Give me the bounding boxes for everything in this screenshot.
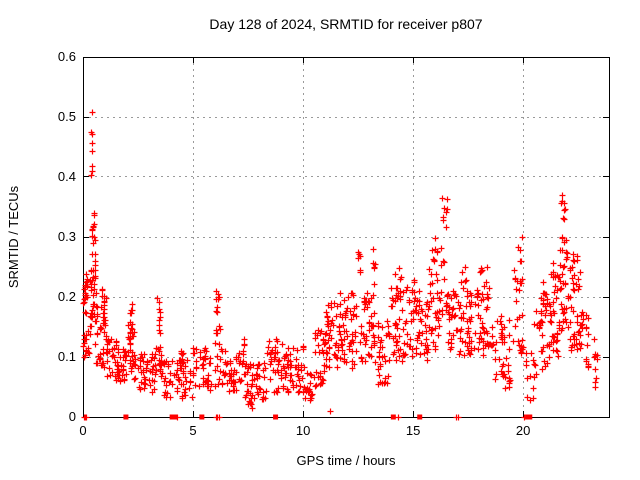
x-tick-label: 0 <box>79 423 87 438</box>
zero-square-marker <box>273 414 279 420</box>
y-tick-label: 0.6 <box>57 49 76 64</box>
y-tick-label: 0.4 <box>57 169 76 184</box>
y-tick-label: 0.3 <box>57 229 76 244</box>
y-tick-label: 0 <box>68 409 76 424</box>
zero-square-marker <box>417 414 423 420</box>
chart-title: Day 128 of 2024, SRMTID for receiver p80… <box>209 16 483 32</box>
x-tick-label: 10 <box>295 423 311 438</box>
zero-square-marker <box>390 414 396 420</box>
x-tick-label: 15 <box>405 423 421 438</box>
x-axis-label: GPS time / hours <box>296 453 396 468</box>
y-tick-label: 0.5 <box>57 109 76 124</box>
zero-square-marker <box>172 414 178 420</box>
zero-square-marker <box>199 414 205 420</box>
scatter-points <box>80 109 601 415</box>
zero-square-marker <box>169 414 175 420</box>
y-tick-label: 0.1 <box>57 349 76 364</box>
y-tick-label: 0.2 <box>57 289 76 304</box>
x-tick-label: 5 <box>189 423 197 438</box>
zero-square-marker <box>527 414 533 420</box>
zero-square-marker <box>123 414 129 420</box>
x-tick-label: 20 <box>515 423 531 438</box>
